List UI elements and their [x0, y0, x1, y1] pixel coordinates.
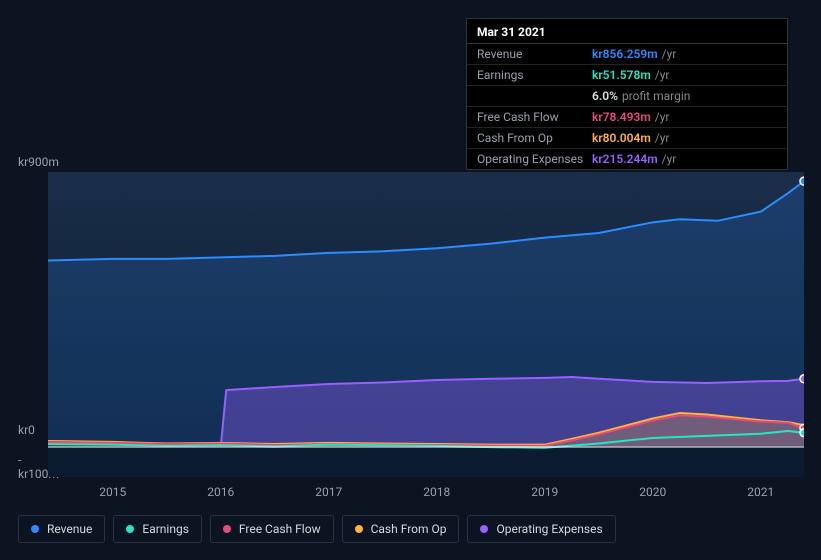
legend-item-label: Cash From Op: [371, 522, 447, 536]
series-end-marker-revenue: [800, 177, 808, 185]
legend-item-label: Revenue: [47, 522, 92, 536]
legend-item-opex[interactable]: Operating Expenses: [467, 515, 615, 543]
chart-plot: [0, 0, 821, 560]
legend-swatch-icon: [31, 525, 39, 533]
legend-item-revenue[interactable]: Revenue: [18, 515, 105, 543]
legend-swatch-icon: [223, 525, 231, 533]
legend-swatch-icon: [355, 525, 363, 533]
legend-item-label: Earnings: [142, 522, 189, 536]
legend-item-label: Free Cash Flow: [239, 522, 321, 536]
legend-item-label: Operating Expenses: [496, 522, 602, 536]
zero-baseline: [48, 446, 804, 448]
series-end-marker-earnings: [800, 429, 808, 437]
series-end-marker-opex: [800, 375, 808, 383]
legend-item-earnings[interactable]: Earnings: [113, 515, 202, 543]
legend-swatch-icon: [480, 525, 488, 533]
legend-item-fcf[interactable]: Free Cash Flow: [210, 515, 334, 543]
legend-swatch-icon: [126, 525, 134, 533]
legend-item-cfo[interactable]: Cash From Op: [342, 515, 460, 543]
legend: Revenue Earnings Free Cash Flow Cash From O…: [18, 515, 616, 543]
